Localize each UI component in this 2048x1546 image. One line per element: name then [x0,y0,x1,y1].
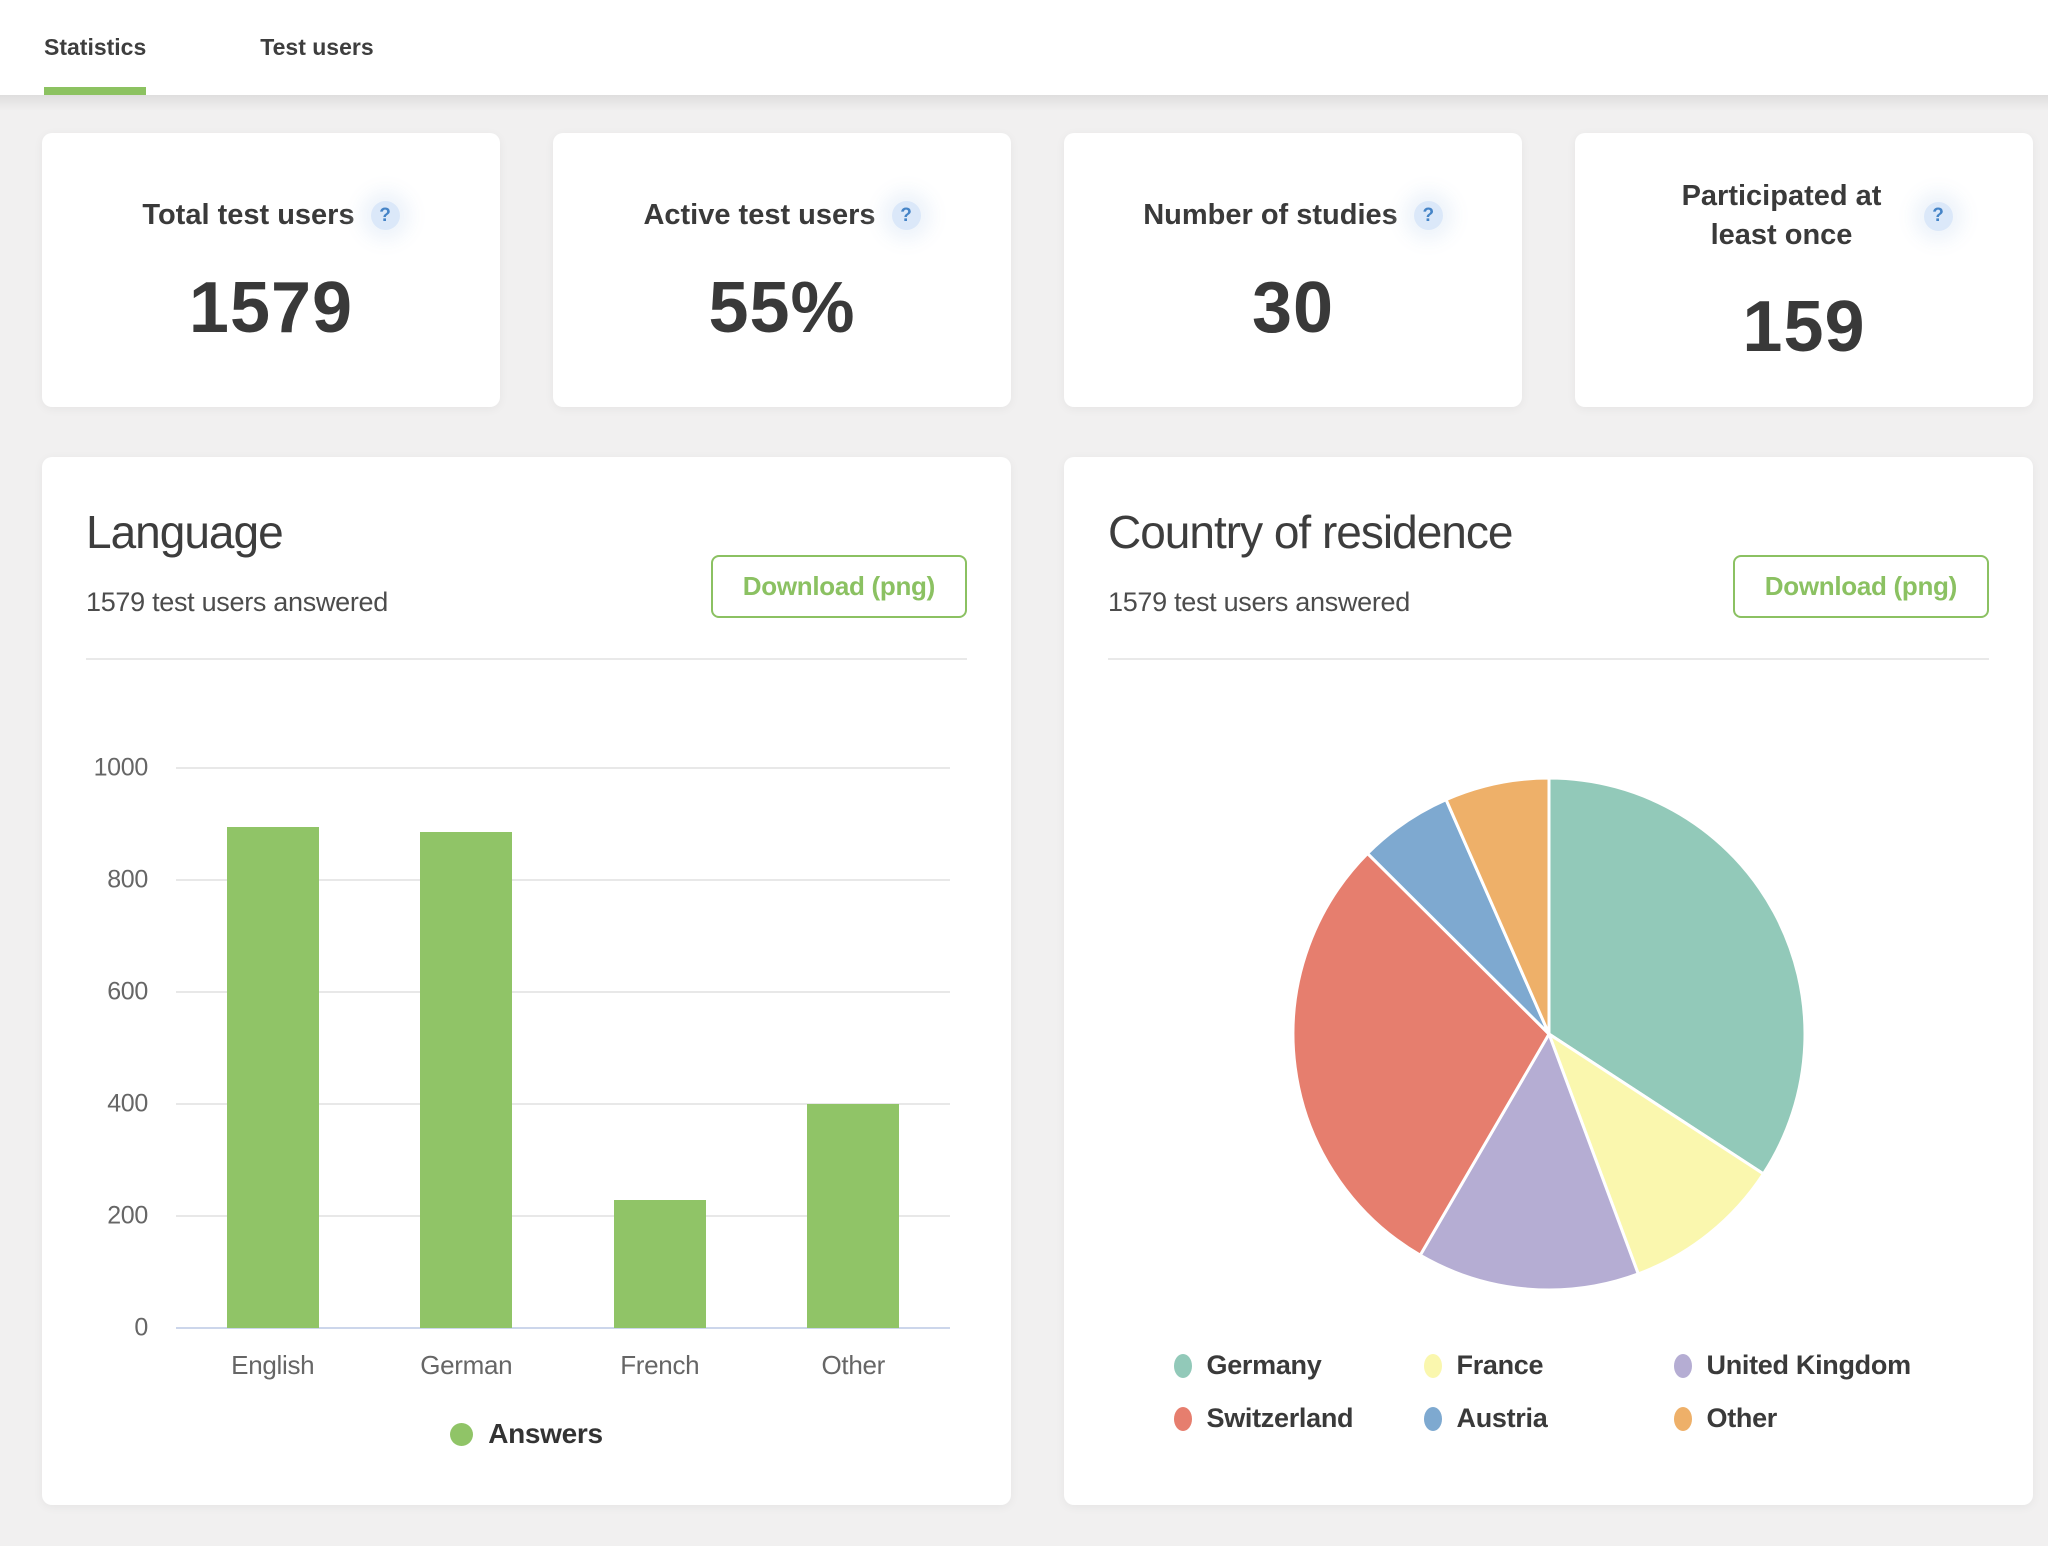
x-axis-label-other: Other [821,1350,886,1380]
stats-row: Total test users ? 1579 Active test user… [42,133,2033,407]
legend-swatch [1673,1353,1692,1378]
x-axis-label-french: French [620,1350,700,1380]
legend-item-germany[interactable]: Germany [1173,1350,1424,1381]
y-tick-label: 200 [107,1201,148,1230]
legend-item-switzerland[interactable]: Switzerland [1173,1403,1424,1434]
stat-value: 1579 [188,267,354,348]
pie-slice-france [1547,1032,1765,1276]
stat-title: Active test users [643,199,876,232]
language-chart-card: Language 1579 test users answered Downlo… [42,457,1011,1505]
tabs: Statistics Test users [0,0,2048,95]
charts-row: Language 1579 test users answered Downlo… [42,457,2033,1505]
chart-title: Country of residence [1108,506,1513,558]
download-png-button[interactable]: Download (png) [1732,555,1989,618]
stat-title: Number of studies [1143,199,1398,232]
x-axis-label-german: German [420,1350,513,1380]
answers-legend[interactable]: Answers [86,1418,967,1450]
stat-value: 55% [708,267,856,348]
stat-value: 30 [1251,267,1335,348]
y-tick-label: 0 [134,1313,148,1342]
bar-english [226,826,319,1328]
stat-card-active-test-users: Active test users ? 55% [553,133,1011,407]
stat-card-participated-at-least-once: Participated at least once ? 159 [1575,133,2033,407]
y-tick-label: 800 [107,865,148,894]
pie-chart-wrap [1108,764,1989,1304]
country-chart-card: Country of residence 1579 test users ans… [1064,457,2033,1505]
top-tab-bar: Statistics Test users [0,0,2048,111]
gridline [176,767,950,769]
y-tick-label: 400 [107,1089,148,1118]
chart-header: Country of residence 1579 test users ans… [1108,457,1989,658]
tab-test-users-label: Test users [260,34,374,60]
pie-chart [1291,776,1806,1292]
help-icon[interactable]: ? [891,201,921,231]
answers-legend-label: Answers [488,1418,603,1449]
legend-label: United Kingdom [1706,1350,1912,1380]
legend-item-france[interactable]: France [1423,1350,1674,1381]
legend-swatch [1423,1406,1442,1431]
stat-card-number-of-studies: Number of studies ? 30 [1064,133,1522,407]
legend-swatch [1173,1406,1192,1431]
x-axis-label-english: English [231,1350,315,1380]
legend-swatch [1673,1406,1692,1431]
y-tick-label: 1000 [93,753,149,782]
gridline [176,1215,950,1217]
bar-french [613,1200,706,1328]
help-icon[interactable]: ? [1413,201,1443,231]
pie-slice-other [1444,776,1550,1036]
bar-chart-plot: 0 200 400 600 800 1000 [86,754,967,1342]
stat-value: 159 [1742,287,1866,368]
legend-label: France [1456,1350,1544,1380]
tab-statistics[interactable]: Statistics [44,0,147,95]
chart-subtitle: 1579 test users answered [1108,587,1410,617]
stat-head: Total test users ? [124,196,417,235]
tab-test-users[interactable]: Test users [260,0,373,95]
divider [86,658,967,660]
y-tick-label: 600 [107,977,148,1006]
stat-head: Number of studies ? [1125,196,1461,235]
active-tab-underline [44,87,147,95]
legend-label: Germany [1206,1350,1322,1380]
legend-swatch [1423,1353,1442,1378]
download-png-button[interactable]: Download (png) [710,555,967,618]
bar-other [807,1104,900,1328]
chart-subtitle: 1579 test users answered [86,587,388,617]
pie-legend: Germany France United Kingdom Switzerland Au… [1108,1350,1989,1434]
legend-label: Austria [1456,1403,1548,1433]
stat-title: Participated at least once [1681,179,1882,251]
stat-head: Active test users ? [625,196,938,235]
stat-card-total-test-users: Total test users ? 1579 [42,133,500,407]
help-icon[interactable]: ? [370,201,400,231]
legend-label: Other [1706,1403,1778,1433]
gridline [176,879,950,881]
legend-swatch [1173,1353,1192,1378]
bar-chart-x-axis: English German French Other [86,1350,967,1390]
legend-item-austria[interactable]: Austria [1423,1403,1674,1434]
stat-title: Total test users [142,199,355,232]
help-icon[interactable]: ? [1923,201,1953,231]
bar-german [420,831,513,1328]
pie-slice-switzerland [1291,851,1550,1257]
x-axis-line [176,1327,950,1329]
divider [1108,658,1989,660]
header-shadow [0,95,2048,111]
tab-statistics-label: Statistics [44,34,147,60]
legend-item-united-kingdom[interactable]: United Kingdom [1673,1350,1924,1381]
answers-legend-swatch [450,1422,474,1446]
pie-slice-united-kingdom [1418,1032,1640,1292]
chart-header: Language 1579 test users answered Downlo… [86,457,967,658]
dashboard-content: Total test users ? 1579 Active test user… [42,133,2033,1505]
legend-label: Switzerland [1206,1403,1354,1433]
gridline [176,1103,950,1105]
gridline [176,991,950,993]
stat-head: Participated at least once ? [1638,177,1971,255]
legend-item-other[interactable]: Other [1673,1403,1924,1434]
chart-title: Language [86,506,284,558]
